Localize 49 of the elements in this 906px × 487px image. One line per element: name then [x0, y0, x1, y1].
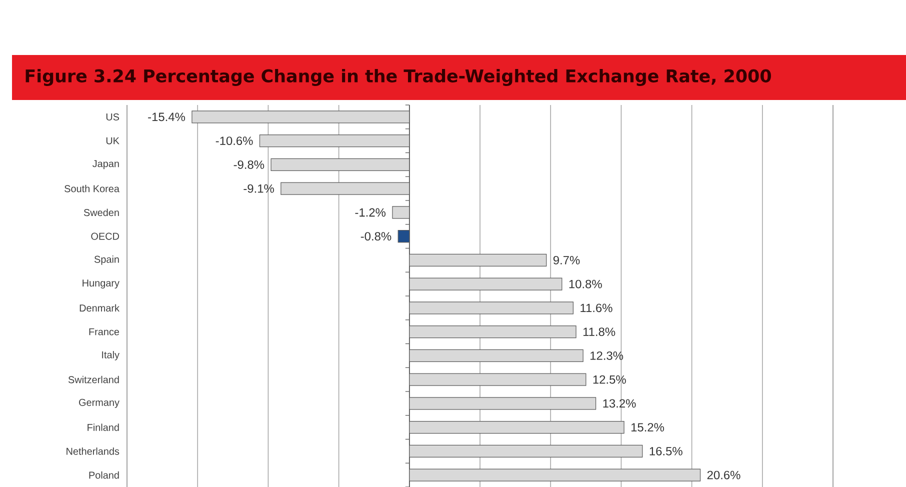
y-tick-label: Italy: [102, 351, 120, 360]
chart-title: Figure 3.24 Percentage Change in the Trade-Weighted Exchange Rate, 2000: [26, 68, 771, 86]
data-label: 9.7%: [553, 256, 580, 264]
y-tick-label: OECD: [91, 232, 120, 240]
y-tick-label: France: [89, 328, 120, 336]
bar: [409, 421, 624, 434]
data-label: 15.2%: [631, 423, 664, 432]
y-tick-label: Sweden: [84, 208, 119, 216]
data-label: 13.2%: [603, 399, 636, 408]
y-tick-label: US: [106, 113, 120, 120]
bar: [392, 206, 410, 219]
data-label: 16.5%: [650, 446, 682, 456]
data-label: -0.8%: [360, 232, 392, 241]
bar: [192, 110, 410, 124]
bar: [409, 326, 576, 338]
y-tick-label: Poland: [89, 471, 119, 479]
bar: [409, 373, 586, 386]
y-tick-label: South Korea: [64, 184, 120, 192]
bar: [270, 158, 410, 171]
y-tick-label: Denmark: [80, 304, 120, 312]
y-tick-label: Spain: [94, 256, 119, 265]
y-tick-label: Switzerland: [68, 376, 119, 384]
y-tick-label: Japan: [92, 160, 119, 170]
y-tick-label: UK: [106, 137, 120, 144]
bar: [409, 278, 562, 290]
y-tick-label: Finland: [88, 424, 119, 431]
bar: [398, 230, 410, 243]
data-label: -15.4%: [148, 112, 186, 122]
bar: [409, 468, 701, 482]
data-label: 10.8%: [569, 280, 602, 288]
y-tick-label: Netherlands: [66, 448, 120, 455]
data-label: -10.6%: [216, 136, 253, 146]
y-tick-label: Hungary: [82, 280, 120, 289]
bar: [409, 444, 643, 458]
data-label: 12.3%: [590, 351, 624, 360]
bar: [280, 182, 410, 195]
data-label: 11.8%: [583, 328, 616, 336]
data-label: 12.5%: [593, 375, 626, 384]
data-label: 11.6%: [580, 304, 612, 312]
bar: [409, 302, 574, 314]
bar: [259, 134, 410, 148]
bar: [409, 254, 547, 266]
data-label: -1.2%: [355, 208, 386, 217]
data-label: -9.1%: [244, 184, 274, 193]
bar: [409, 349, 584, 362]
bar: [409, 397, 596, 410]
data-label: -9.8%: [234, 160, 264, 169]
y-tick-label: Germany: [79, 398, 120, 408]
data-label: 20.6%: [707, 470, 740, 480]
